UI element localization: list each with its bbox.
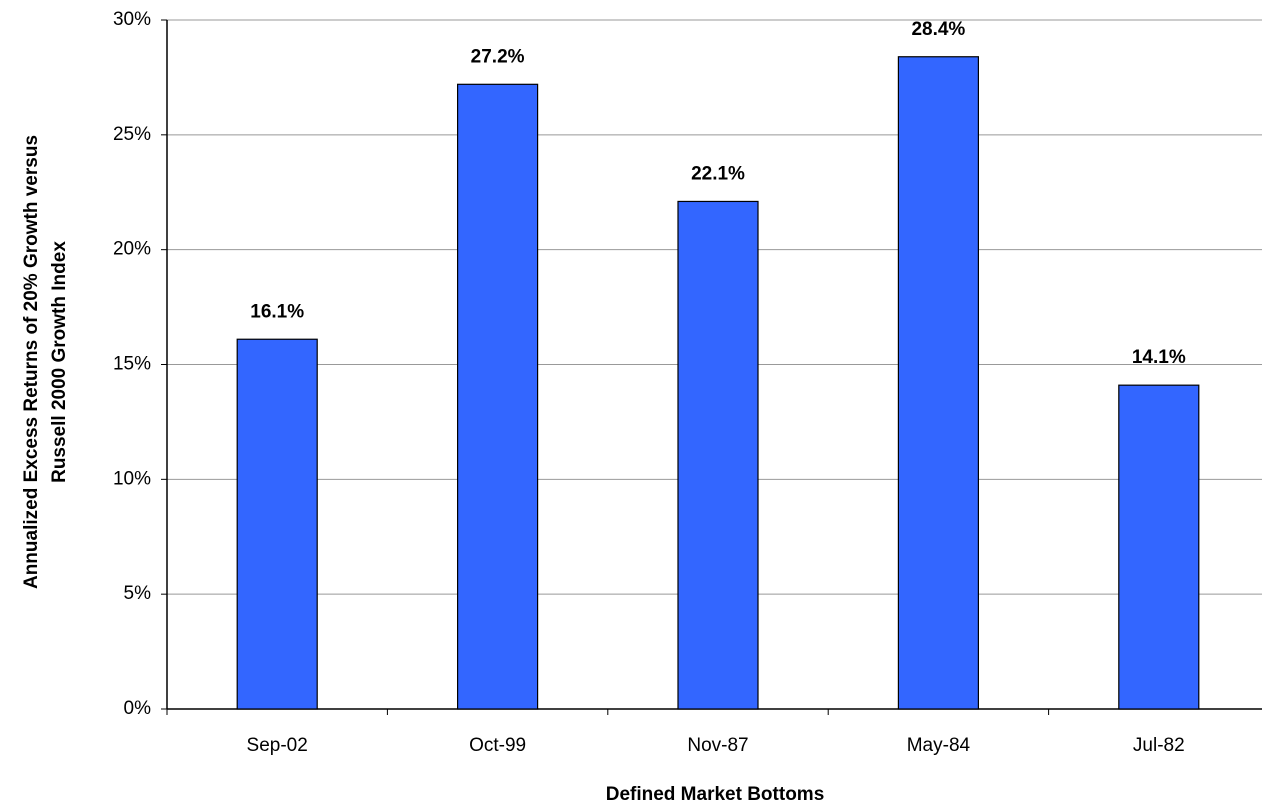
bar bbox=[677, 200, 759, 710]
x-tick-label: Jul-82 bbox=[1133, 735, 1185, 756]
y-axis-label: Annualized Excess Returns of 20% Growth … bbox=[21, 135, 42, 589]
bar bbox=[897, 56, 980, 710]
y-tick-label: 0% bbox=[124, 698, 152, 719]
y-tick-label: 30% bbox=[113, 9, 151, 30]
y-tick-label: 15% bbox=[113, 354, 151, 375]
bar bbox=[457, 83, 539, 710]
x-tick-label: Nov-87 bbox=[687, 735, 748, 756]
data-label: 27.2% bbox=[471, 46, 525, 67]
x-tick-label: Oct-99 bbox=[469, 735, 526, 756]
x-axis-label: Defined Market Bottoms bbox=[606, 784, 825, 805]
x-tick-label: Sep-02 bbox=[247, 735, 308, 756]
x-tick-label: May-84 bbox=[907, 735, 971, 756]
data-label: 28.4% bbox=[911, 19, 965, 40]
y-tick-label: 5% bbox=[124, 583, 152, 604]
bar bbox=[1118, 384, 1200, 710]
y-tick-label: 20% bbox=[113, 239, 151, 260]
data-label: 16.1% bbox=[250, 301, 304, 322]
data-label: 14.1% bbox=[1132, 347, 1186, 368]
y-tick-label: 25% bbox=[113, 124, 151, 145]
y-axis-label: Russell 2000 Growth Index bbox=[49, 241, 70, 483]
bar bbox=[236, 338, 318, 710]
y-tick-label: 10% bbox=[113, 468, 151, 489]
data-label: 22.1% bbox=[691, 163, 745, 184]
